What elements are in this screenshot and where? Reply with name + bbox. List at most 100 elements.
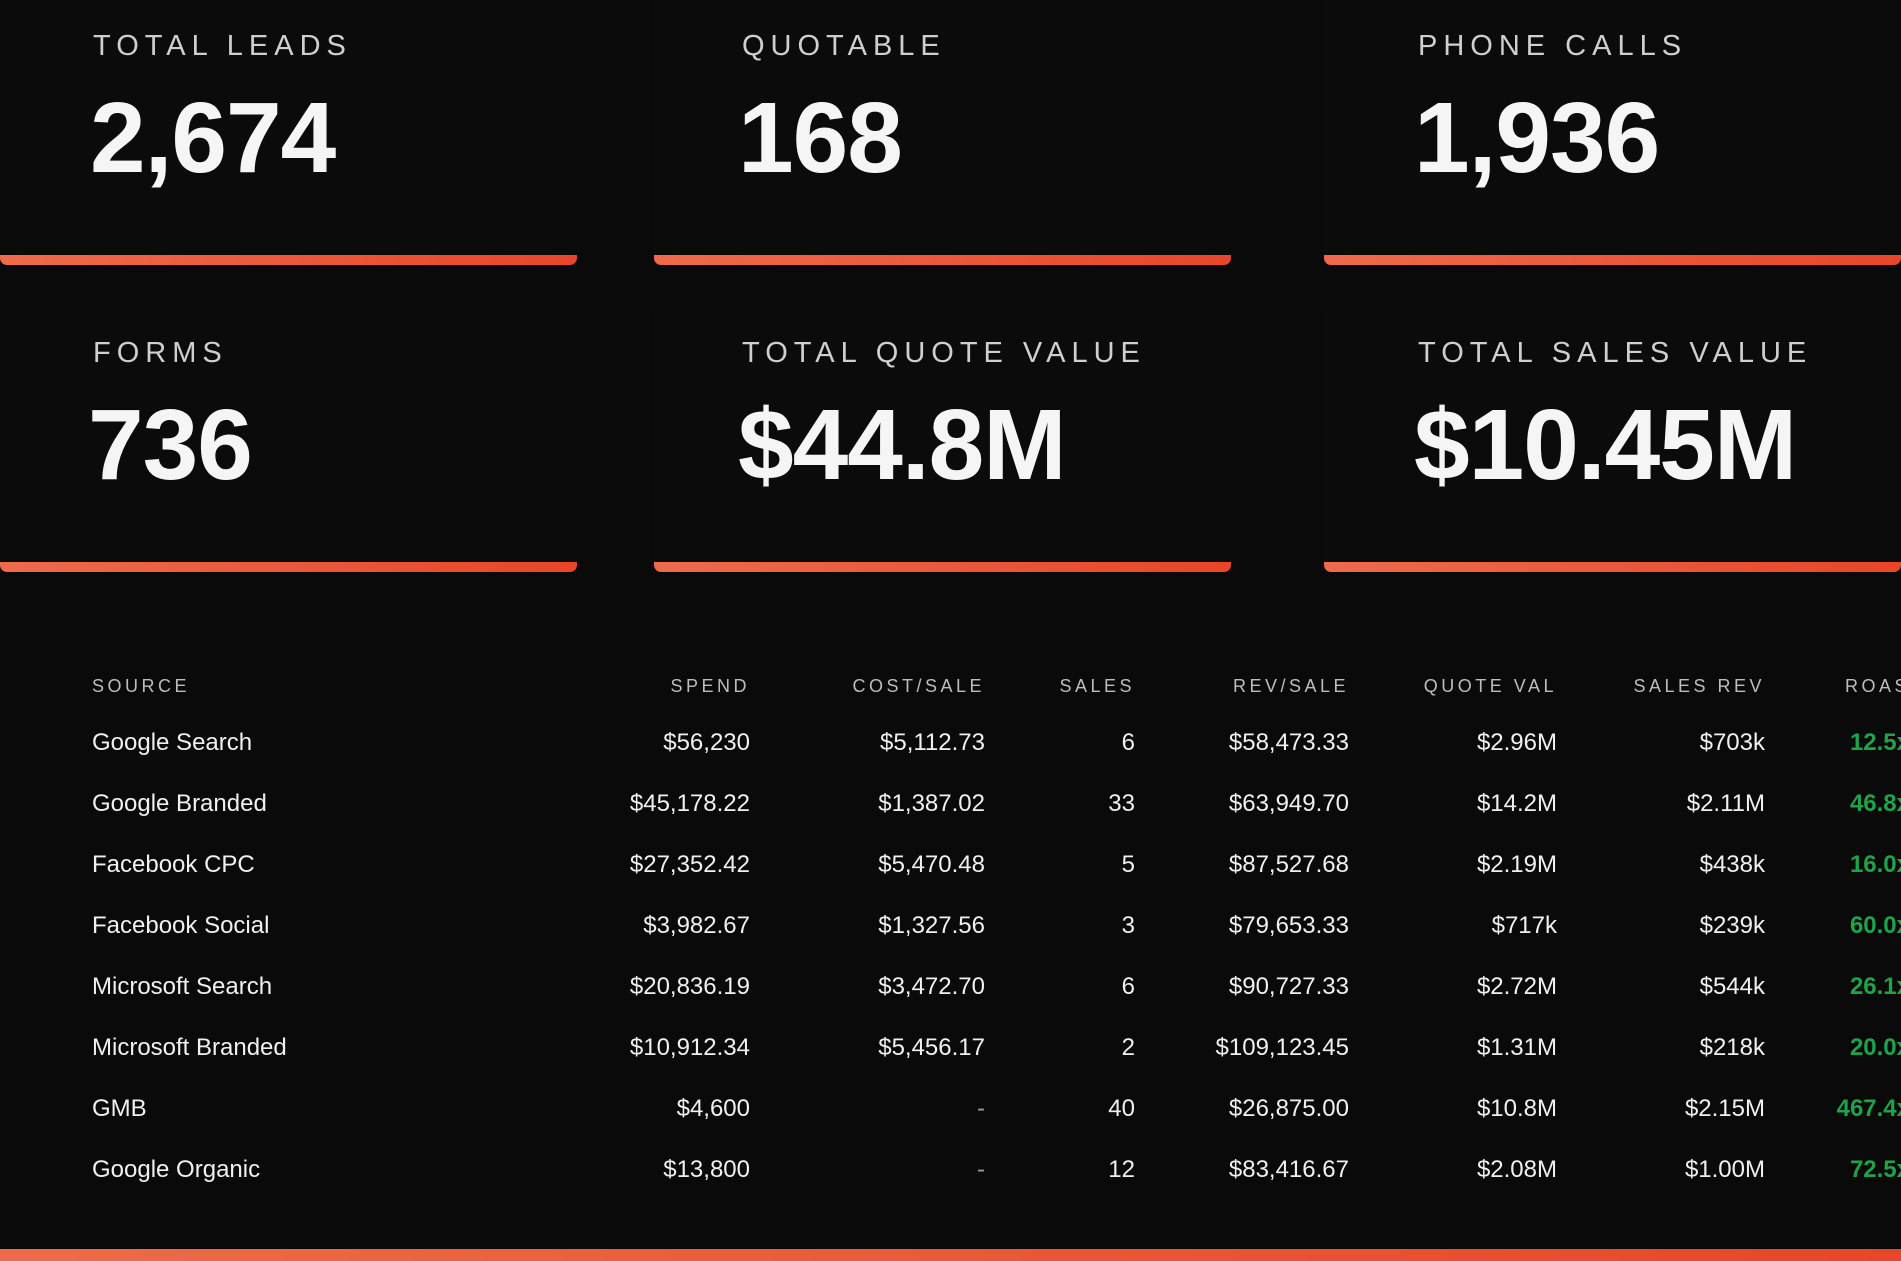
kpi-accent-bar [1324, 255, 1901, 265]
col-header-source[interactable]: SOURCE [92, 675, 191, 696]
col-header-sales[interactable]: SALES [1059, 675, 1135, 696]
table-row[interactable]: Facebook CPC $27,352.42 $5,470.48 5 $87,527.… [92, 834, 1901, 895]
cell-sales-rev: $239k [1699, 911, 1765, 939]
cell-cost-sale: $3,472.70 [878, 972, 985, 1000]
kpi-label: QUOTABLE [742, 30, 946, 62]
cell-roas: 20.0x [1849, 1033, 1901, 1061]
cell-roas: 16.0x [1849, 850, 1901, 878]
cell-source: Google Search [92, 728, 253, 756]
cell-sales: 2 [1121, 1033, 1135, 1061]
cell-spend: $45,178.22 [629, 789, 750, 817]
kpi-card-total-quote-value: TOTAL QUOTE VALUE $44.8M [654, 307, 1231, 572]
kpi-accent-bar [654, 255, 1231, 265]
cell-roas: 60.0x [1849, 911, 1901, 939]
kpi-card-total-leads: TOTAL LEADS 2,674 [0, 0, 577, 265]
source-performance-table: SOURCE SPEND COST/SALE SALES REV/SALE QU… [92, 660, 1901, 1200]
kpi-card-forms: FORMS 736 [0, 307, 577, 572]
col-header-quote-val[interactable]: QUOTE VAL [1423, 675, 1557, 696]
cell-sales-rev: $544k [1699, 972, 1765, 1000]
col-header-roas[interactable]: ROAS [1844, 675, 1901, 696]
cell-quote-val: $1.31M [1476, 1033, 1557, 1061]
cell-sales-rev: $438k [1699, 850, 1765, 878]
cell-rev-sale: $26,875.00 [1228, 1094, 1349, 1122]
table-row[interactable]: Microsoft Search $20,836.19 $3,472.70 6 $90,… [92, 956, 1901, 1017]
cell-rev-sale: $87,527.68 [1228, 850, 1349, 878]
cell-spend: $10,912.34 [629, 1033, 750, 1061]
cell-sales-rev: $703k [1699, 728, 1765, 756]
cell-sales: 3 [1121, 911, 1135, 939]
cell-cost-sale: $1,387.02 [878, 789, 985, 817]
cell-rev-sale: $58,473.33 [1228, 728, 1349, 756]
cell-sales: 6 [1121, 972, 1135, 1000]
cell-source: Facebook CPC [92, 850, 255, 878]
kpi-value: 168 [738, 82, 903, 194]
cell-cost-sale: $5,456.17 [878, 1033, 985, 1061]
cell-cost-sale: - [977, 1155, 985, 1183]
cell-sales: 33 [1108, 789, 1135, 817]
table-header-row: SOURCE SPEND COST/SALE SALES REV/SALE QU… [92, 660, 1901, 712]
kpi-accent-bar [0, 255, 577, 265]
table-row[interactable]: Google Search $56,230 $5,112.73 6 $58,473.33… [92, 712, 1901, 773]
cell-roas: 46.8x [1849, 789, 1901, 817]
kpi-value: 736 [88, 389, 253, 501]
cell-sales: 12 [1108, 1155, 1135, 1183]
cell-quote-val: $717k [1491, 911, 1557, 939]
kpi-label: FORMS [93, 337, 228, 369]
cell-cost-sale: $5,470.48 [878, 850, 985, 878]
kpi-value: $10.45M [1414, 389, 1797, 501]
kpi-value: $44.8M [738, 389, 1067, 501]
col-header-cost-sale[interactable]: COST/SALE [852, 675, 985, 696]
cell-quote-val: $2.96M [1476, 728, 1557, 756]
cell-cost-sale: - [977, 1094, 985, 1122]
col-header-rev-sale[interactable]: REV/SALE [1232, 675, 1349, 696]
table-row[interactable]: GMB $4,600 - 40 $26,875.00 $10.8M $2.15M 467.4x [92, 1078, 1901, 1139]
cell-roas: 12.5x [1849, 728, 1901, 756]
kpi-card-phone-calls: PHONE CALLS 1,936 [1324, 0, 1901, 265]
cell-quote-val: $2.08M [1476, 1155, 1557, 1183]
cell-cost-sale: $5,112.73 [880, 728, 985, 756]
cell-rev-sale: $109,123.45 [1215, 1033, 1349, 1061]
cell-roas: 72.5x [1849, 1155, 1901, 1183]
cell-sales: 5 [1121, 850, 1135, 878]
cell-rev-sale: $63,949.70 [1228, 789, 1349, 817]
table-row[interactable]: Google Branded $45,178.22 $1,387.02 33 $63,9… [92, 773, 1901, 834]
kpi-card-total-sales-value: TOTAL SALES VALUE $10.45M [1324, 307, 1901, 572]
cell-rev-sale: $79,653.33 [1228, 911, 1349, 939]
cell-source: Microsoft Search [92, 972, 273, 1000]
cell-spend: $20,836.19 [629, 972, 750, 1000]
cell-spend: $3,982.67 [643, 911, 750, 939]
cell-quote-val: $2.19M [1476, 850, 1557, 878]
kpi-accent-bar [0, 562, 577, 572]
kpi-grid: TOTAL LEADS 2,674 QUOTABLE 168 PHONE CAL… [0, 0, 1901, 572]
cell-sales: 6 [1121, 728, 1135, 756]
cell-source: GMB [92, 1094, 147, 1122]
cell-sales-rev: $218k [1699, 1033, 1765, 1061]
cell-spend: $13,800 [663, 1155, 750, 1183]
kpi-label: TOTAL LEADS [93, 30, 352, 62]
table-row[interactable]: Facebook Social $3,982.67 $1,327.56 3 $79,65… [92, 895, 1901, 956]
cell-quote-val: $14.2M [1476, 789, 1557, 817]
cell-source: Microsoft Branded [92, 1033, 287, 1061]
col-header-sales-rev[interactable]: SALES REV [1633, 675, 1765, 696]
cell-source: Google Branded [92, 789, 267, 817]
cell-sales-rev: $1.00M [1684, 1155, 1765, 1183]
table-body: Google Search $56,230 $5,112.73 6 $58,473.33… [92, 712, 1901, 1200]
cell-spend: $27,352.42 [629, 850, 750, 878]
kpi-accent-bar [654, 562, 1231, 572]
kpi-card-quotable: QUOTABLE 168 [654, 0, 1231, 265]
cell-sales: 40 [1108, 1094, 1135, 1122]
table-row[interactable]: Google Organic $13,800 - 12 $83,416.67 $2.08M… [92, 1139, 1901, 1200]
kpi-value: 2,674 [90, 82, 336, 194]
cell-spend: $4,600 [676, 1094, 750, 1122]
table-row[interactable]: Microsoft Branded $10,912.34 $5,456.17 2 $10… [92, 1017, 1901, 1078]
cell-roas: 467.4x [1836, 1094, 1901, 1122]
kpi-label: TOTAL SALES VALUE [1418, 337, 1813, 369]
kpi-value: 1,936 [1414, 82, 1660, 194]
cell-cost-sale: $1,327.56 [878, 911, 985, 939]
kpi-accent-bar [1324, 562, 1901, 572]
cell-quote-val: $2.72M [1476, 972, 1557, 1000]
col-header-spend[interactable]: SPEND [670, 675, 750, 696]
cell-quote-val: $10.8M [1476, 1094, 1557, 1122]
cell-roas: 26.1x [1849, 972, 1901, 1000]
cell-rev-sale: $90,727.33 [1228, 972, 1349, 1000]
